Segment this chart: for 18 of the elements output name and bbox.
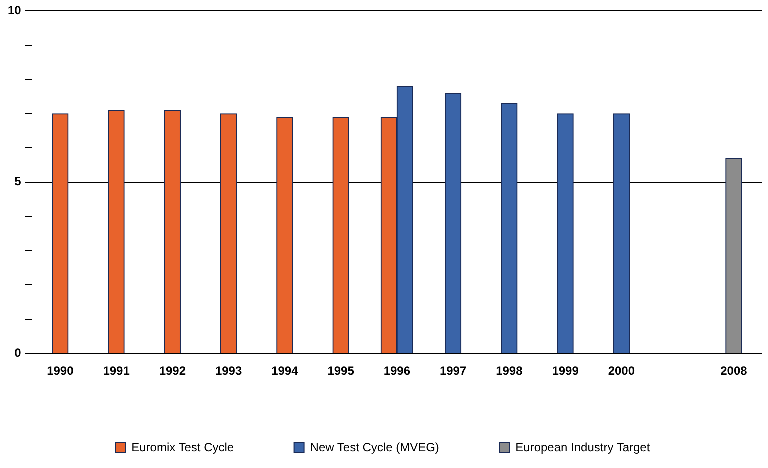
x-tick-label: 1997 [440, 364, 467, 378]
x-tick-label: 1992 [159, 364, 186, 378]
x-tick-label: 1996 [384, 364, 411, 378]
x-tick-label: 1993 [215, 364, 242, 378]
x-tick-label: 1990 [47, 364, 74, 378]
x-tick-label: 2000 [608, 364, 636, 378]
x-tick-label: 1995 [328, 364, 355, 378]
y-tick-label: 0 [14, 346, 22, 360]
x-tick-label: 1991 [103, 364, 130, 378]
y-tick-label: 5 [14, 174, 22, 189]
legend-label: European Industry Target [516, 440, 651, 454]
x-tick-label: 1999 [552, 364, 580, 378]
legend-label: Euromix Test Cycle [132, 440, 234, 454]
x-tick-label: 1998 [496, 364, 524, 378]
legend-label: New Test Cycle (MVEG) [310, 440, 440, 454]
x-tick-label: 2008 [720, 364, 748, 378]
x-tick-label: 1994 [272, 364, 299, 378]
y-tick-label: 10 [8, 4, 22, 18]
